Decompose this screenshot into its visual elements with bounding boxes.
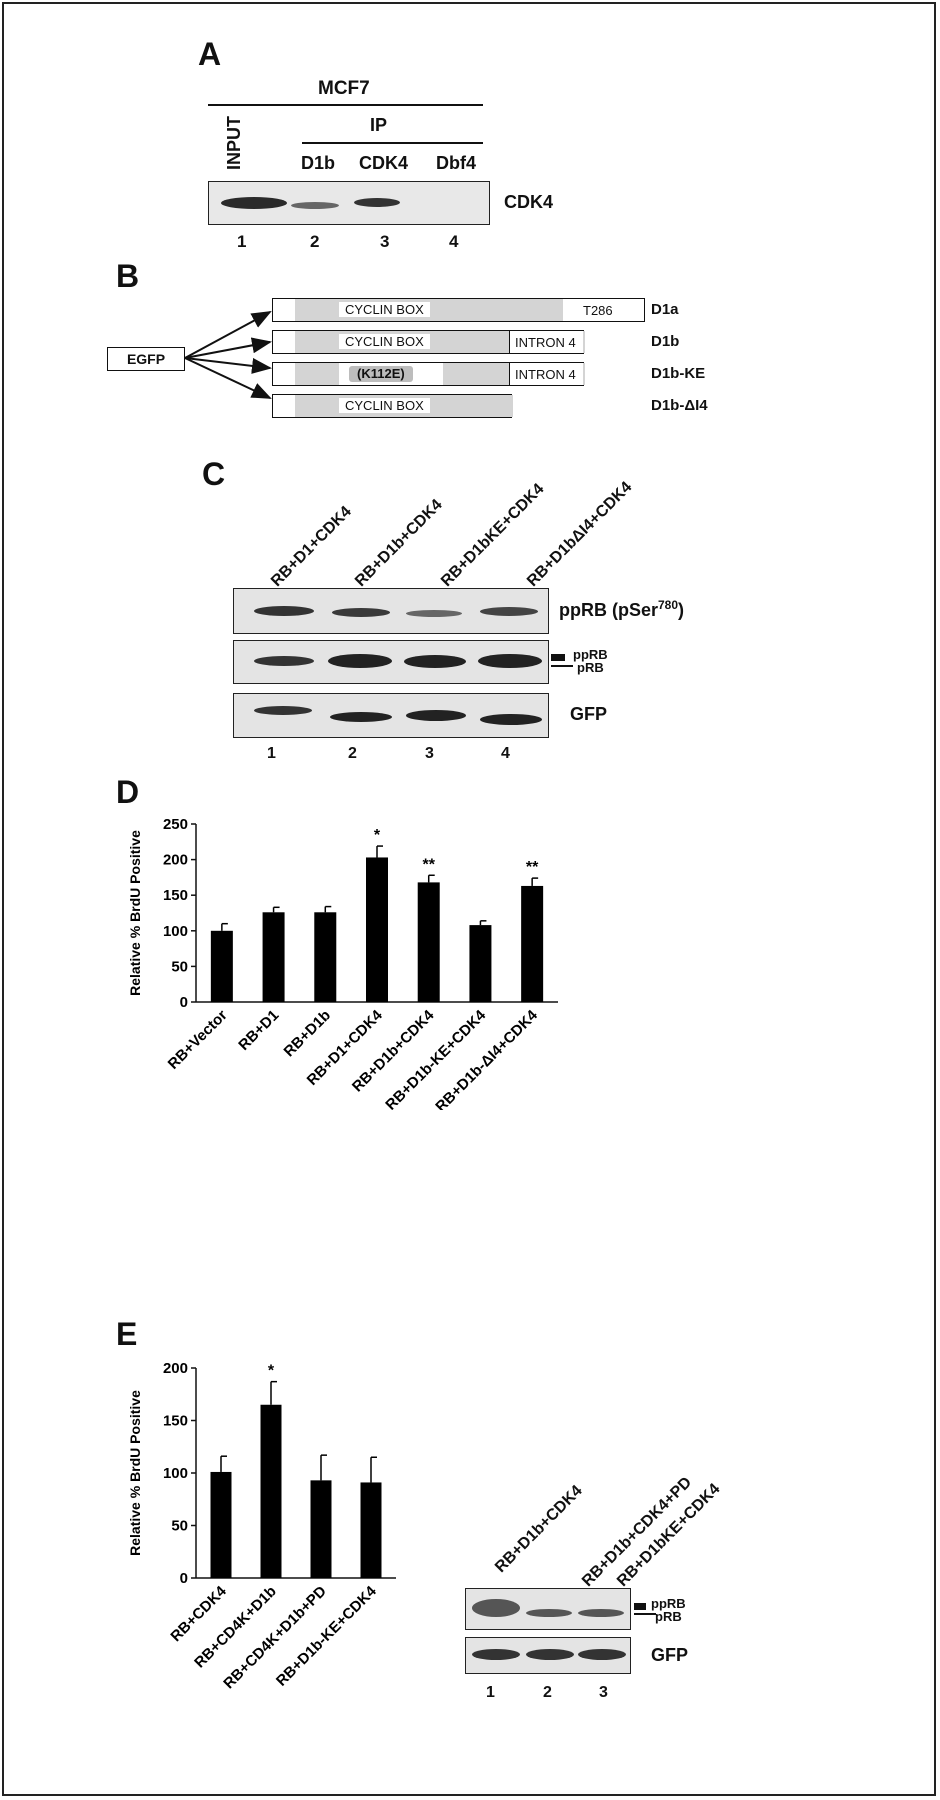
d-ytick-label: 100 [163, 923, 188, 940]
c-num1: 1 [267, 745, 276, 762]
blot-c1-label: ppRB (pSer780) [559, 598, 685, 620]
d-bar [210, 930, 233, 1002]
d-ytick-label: 50 [171, 958, 188, 975]
c-num2: 2 [348, 745, 357, 762]
d-bar [521, 885, 544, 1002]
e-bar [360, 1482, 382, 1578]
d-category-label: RB+D1 [235, 1007, 282, 1054]
construct-d1a: CYCLIN BOX T286 [272, 298, 645, 322]
blot-c3 [233, 693, 549, 738]
d-category-label: RB+Vector [165, 1007, 231, 1073]
d-ytick-label: 0 [180, 994, 188, 1011]
d-significance: ** [422, 856, 435, 873]
e-ytick-label: 0 [180, 1570, 188, 1587]
d-bar [366, 857, 388, 1002]
lane-d1b: D1b [301, 153, 336, 173]
d-bar [469, 925, 492, 1002]
ip-line [302, 142, 483, 144]
blot-e1 [465, 1588, 631, 1630]
d-ytick-label: 150 [163, 887, 188, 904]
d-bar [417, 882, 440, 1002]
construct-d1b-di4: CYCLIN BOX [272, 394, 513, 418]
prb-label-c: pRB [577, 660, 604, 675]
construct-d1b-di4-name: D1b-ΔI4 [651, 397, 708, 414]
d-ytick-label: 200 [163, 852, 188, 869]
e-num2: 2 [543, 1684, 552, 1701]
band-a3 [354, 198, 400, 207]
lane-cdk4: CDK4 [359, 153, 409, 173]
e-num1: 1 [486, 1684, 495, 1701]
d-significance: * [374, 827, 381, 844]
panel-c-label: C [202, 456, 226, 492]
e-bar [310, 1480, 332, 1578]
lane-num-a3: 3 [380, 232, 390, 251]
construct-d1b: CYCLIN BOX INTRON 4 [272, 330, 585, 354]
panel-b-label: B [116, 258, 140, 294]
blot-a [208, 181, 490, 225]
blot-c1 [233, 588, 549, 634]
d-category-label: RB+D1b [281, 1007, 335, 1061]
prb-marker-c [551, 665, 573, 667]
d-significance: ** [526, 859, 539, 876]
d-ytick-label: 250 [163, 816, 188, 833]
chart-d: Relative % BrdU Positive 0 50 100 150 200 250 R… [127, 816, 558, 1110]
ip-label: IP [370, 115, 388, 135]
d-bar [314, 912, 337, 1002]
pprb-marker-e [634, 1603, 646, 1610]
blot-c2 [233, 640, 549, 684]
d-category-label: RB+D1b-KE+CDK4 [382, 1006, 489, 1110]
pprb-label-c: ppRB [573, 647, 608, 662]
panel-d-label: D [116, 774, 140, 810]
e-ylabel: Relative % BrdU Positive [127, 1390, 143, 1556]
c-num3: 3 [425, 745, 434, 762]
construct-d1b-ke-name: D1b-KE [651, 365, 706, 382]
d-ylabel: Relative % BrdU Positive [127, 830, 143, 996]
panel-a-label: A [198, 36, 222, 72]
mcf7-line [208, 104, 483, 106]
lane-dbf4: Dbf4 [436, 153, 476, 173]
band-a2 [291, 202, 339, 209]
e-bar [260, 1404, 282, 1578]
band-a1 [221, 197, 287, 209]
cell-line-label: MCF7 [318, 78, 370, 99]
c-num4: 4 [501, 745, 510, 762]
prb-marker-e [634, 1613, 656, 1615]
lane-num-a4: 4 [449, 232, 459, 251]
pprb-marker-c [551, 654, 565, 661]
prb-label-e: pRB [655, 1609, 682, 1624]
e-ytick-label: 150 [163, 1413, 188, 1430]
chart-e: Relative % BrdU Positive050100150200RB+C… [127, 1360, 396, 1692]
e-bar [210, 1471, 232, 1578]
lane-num-a1: 1 [237, 232, 247, 251]
arrows [184, 311, 272, 399]
input-label: INPUT [224, 116, 244, 170]
construct-d1b-ke: (K112E) INTRON 4 [272, 362, 585, 386]
pprb-label-e: ppRB [651, 1596, 686, 1611]
d-bar [262, 912, 285, 1002]
construct-d1b-name: D1b [651, 333, 680, 350]
e-ytick-label: 100 [163, 1465, 188, 1482]
blot-a-label: CDK4 [504, 192, 554, 212]
e-significance: * [268, 1363, 275, 1380]
construct-d1a-name: D1a [651, 301, 679, 318]
e-num3: 3 [599, 1684, 608, 1701]
e-ytick-label: 50 [171, 1518, 188, 1535]
panel-e-label: E [116, 1316, 138, 1352]
blot-e2-label: GFP [651, 1645, 689, 1665]
lane-num-a2: 2 [310, 232, 320, 251]
blot-c3-label: GFP [570, 704, 608, 724]
e-category-label: RB+D1b-KE+CDK4 [273, 1582, 380, 1689]
egfp-box: EGFP [107, 347, 185, 371]
blot-e2 [465, 1637, 631, 1674]
e-ytick-label: 200 [163, 1360, 188, 1377]
